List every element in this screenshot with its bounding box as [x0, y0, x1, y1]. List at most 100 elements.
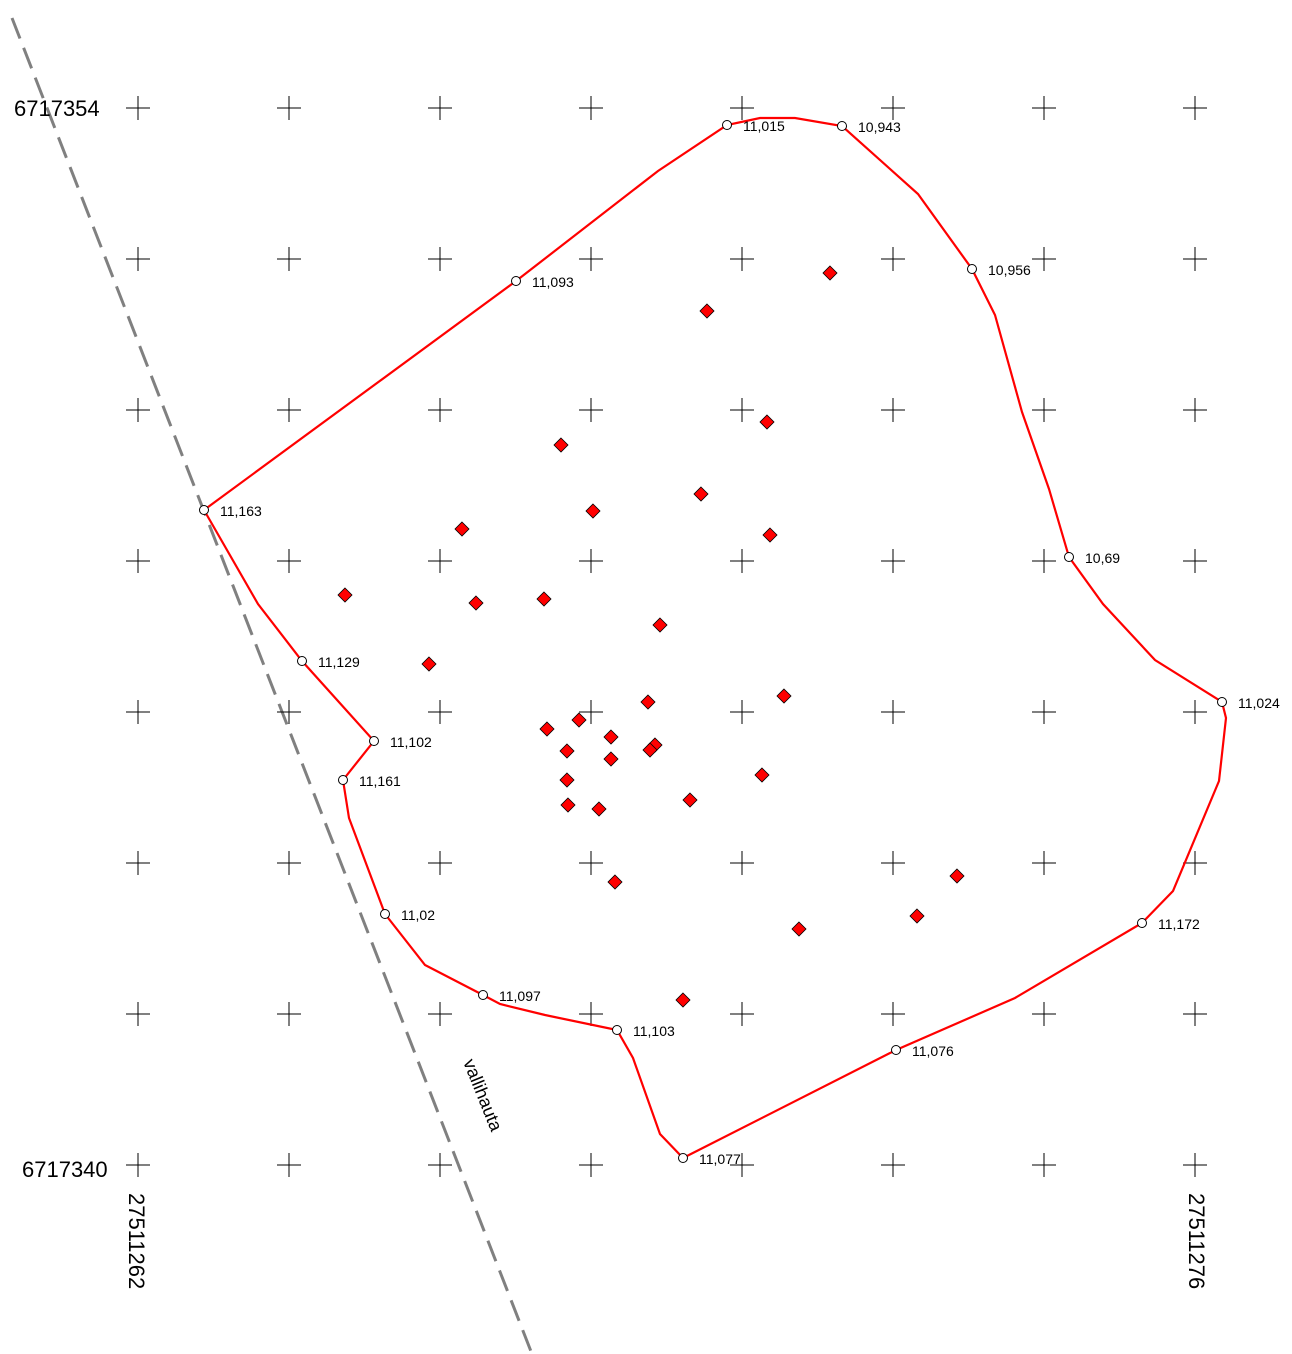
- elevation-point: [612, 1025, 622, 1035]
- grid-cross: [126, 1153, 150, 1177]
- find-marker: [822, 265, 838, 281]
- grid-cross: [579, 851, 603, 875]
- find-marker: [791, 921, 807, 937]
- road-label: vallihauta: [459, 1056, 506, 1135]
- grid-cross: [730, 700, 754, 724]
- grid-cross: [730, 247, 754, 271]
- coord-north-top: 6717354: [14, 96, 100, 121]
- grid-cross: [1183, 1153, 1207, 1177]
- grid-cross: [126, 851, 150, 875]
- elevation-point: [297, 656, 307, 666]
- grid-cross: [881, 700, 905, 724]
- grid-cross: [881, 1002, 905, 1026]
- find-marker: [585, 503, 601, 519]
- elevation-label: 11,163: [220, 503, 262, 519]
- elevation-label: 11,076: [912, 1043, 954, 1059]
- grid-cross: [579, 549, 603, 573]
- find-marker: [693, 486, 709, 502]
- find-marker: [560, 797, 576, 813]
- elevation-point: [338, 775, 348, 785]
- grid-cross: [1032, 96, 1056, 120]
- grid-cross: [126, 247, 150, 271]
- grid-cross: [277, 851, 301, 875]
- elevation-point: [678, 1153, 688, 1163]
- find-marker: [682, 792, 698, 808]
- elevation-point: [967, 264, 977, 274]
- find-marker: [559, 743, 575, 759]
- find-marker: [421, 656, 437, 672]
- grid-crosses: [126, 96, 1207, 1177]
- elevation-point: [1217, 697, 1227, 707]
- grid-cross: [1183, 96, 1207, 120]
- elevation-label: 11,161: [359, 773, 401, 789]
- grid-cross: [881, 1153, 905, 1177]
- elevation-label: 10,956: [988, 262, 1031, 278]
- grid-cross: [1032, 851, 1056, 875]
- grid-cross: [126, 700, 150, 724]
- elevation-point: [837, 121, 847, 131]
- elevation-point: [369, 736, 379, 746]
- coord-north-bottom: 6717340: [22, 1157, 108, 1182]
- grid-cross: [579, 700, 603, 724]
- grid-cross: [1032, 398, 1056, 422]
- grid-cross: [730, 549, 754, 573]
- grid-cross: [579, 96, 603, 120]
- grid-cross: [730, 851, 754, 875]
- elevation-label: 11,102: [390, 734, 432, 750]
- elevation-points-layer: 11,015 10,943 11,093 10,956 11,163 10,69 11,12…: [199, 118, 1280, 1167]
- elevation-label: 10,69: [1085, 550, 1120, 566]
- grid-cross: [1183, 851, 1207, 875]
- grid-cross: [277, 700, 301, 724]
- grid-cross: [277, 1002, 301, 1026]
- find-marker: [776, 688, 792, 704]
- road-line: [10, 17, 534, 1354]
- grid-cross: [126, 398, 150, 422]
- find-marker: [699, 303, 715, 319]
- grid-cross: [1032, 1002, 1056, 1026]
- find-marker: [640, 694, 656, 710]
- find-marker: [754, 767, 770, 783]
- grid-cross: [428, 851, 452, 875]
- elevation-label: 11,103: [633, 1023, 675, 1039]
- grid-cross: [428, 398, 452, 422]
- elevation-point: [722, 120, 732, 130]
- elevation-point: [511, 276, 521, 286]
- grid-cross: [881, 247, 905, 271]
- grid-cross: [277, 1153, 301, 1177]
- grid-cross: [1032, 549, 1056, 573]
- elevation-label: 11,077: [699, 1151, 741, 1167]
- find-marker: [468, 595, 484, 611]
- elevation-point: [1064, 552, 1074, 562]
- grid-cross: [1032, 700, 1056, 724]
- find-marker: [642, 742, 658, 758]
- grid-cross: [277, 247, 301, 271]
- grid-cross: [428, 247, 452, 271]
- excavation-boundary: [203, 116, 1228, 1160]
- find-marker: [337, 587, 353, 603]
- elevation-label: 11,097: [499, 988, 541, 1004]
- elevation-label: 11,024: [1238, 695, 1280, 711]
- grid-cross: [881, 398, 905, 422]
- find-marker: [603, 729, 619, 745]
- grid-cross: [730, 1002, 754, 1026]
- grid-cross: [579, 398, 603, 422]
- find-marker: [909, 908, 925, 924]
- grid-cross: [277, 549, 301, 573]
- grid-cross: [881, 96, 905, 120]
- grid-cross: [126, 549, 150, 573]
- find-marker: [675, 992, 691, 1008]
- elevation-label: 10,943: [858, 119, 901, 135]
- coord-east-right: 27511276: [1184, 1193, 1209, 1289]
- find-marker: [762, 527, 778, 543]
- find-marker: [603, 751, 619, 767]
- grid-cross: [428, 700, 452, 724]
- elevation-point: [380, 909, 390, 919]
- grid-cross: [1183, 549, 1207, 573]
- finds-layer: [337, 265, 965, 1008]
- find-marker: [559, 772, 575, 788]
- grid-cross: [1032, 247, 1056, 271]
- find-marker: [652, 617, 668, 633]
- grid-cross: [1183, 398, 1207, 422]
- grid-cross: [1032, 1153, 1056, 1177]
